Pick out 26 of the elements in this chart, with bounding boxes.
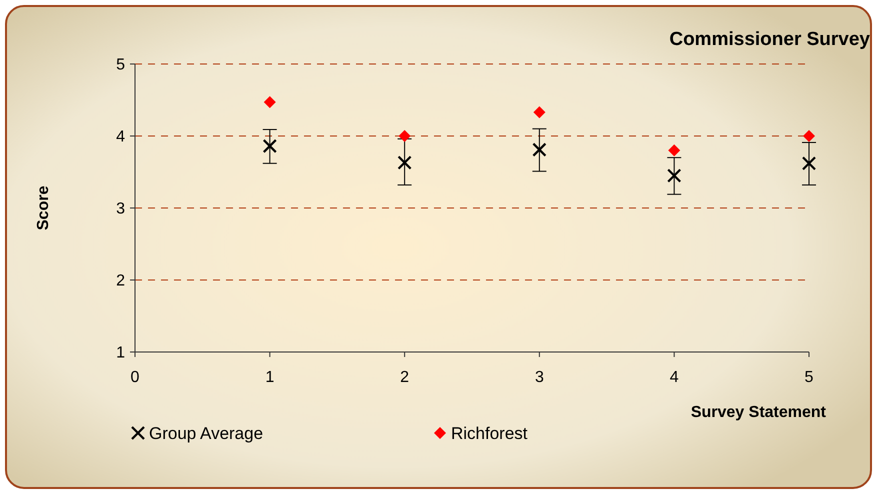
y-tick-label: 1: [116, 344, 126, 362]
legend-label: Richforest: [451, 424, 528, 443]
x-tick-label: 5: [804, 369, 814, 386]
y-axis-title: Score: [35, 186, 52, 230]
x-tick-label: 3: [534, 369, 544, 386]
y-tick-label: 3: [116, 200, 126, 218]
point: [398, 130, 411, 142]
point: [262, 138, 277, 154]
legend-label: Group Average: [149, 424, 264, 443]
x-tick-label: 4: [670, 369, 679, 386]
x-tick-label: 0: [130, 369, 140, 386]
point: [264, 96, 276, 108]
chart-title: Commissioner Survey: [669, 29, 870, 50]
x-tick-label: 2: [400, 369, 410, 386]
point: [667, 168, 682, 183]
point: [398, 156, 412, 170]
x-tick-label: 1: [265, 369, 274, 386]
y-tick-label: 4: [116, 128, 126, 146]
y-tick-label: 2: [116, 272, 126, 290]
point: [802, 156, 816, 170]
y-tick-label: 5: [116, 56, 126, 74]
point: [533, 106, 546, 118]
point: [803, 130, 815, 142]
point: [668, 144, 680, 156]
x-axis-title: Survey Statement: [690, 404, 827, 421]
point: [532, 142, 546, 157]
